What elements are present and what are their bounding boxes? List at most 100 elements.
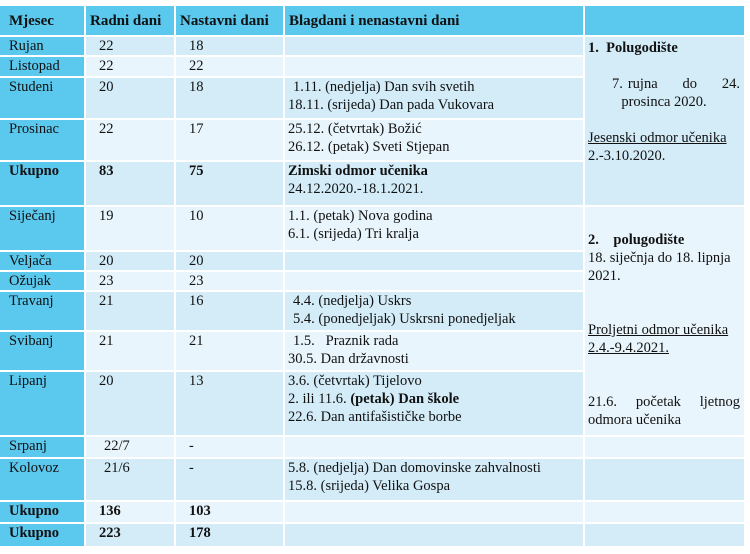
- work-days-cell: 20: [86, 252, 174, 270]
- note-line: (petak) Dan škole: [350, 391, 460, 407]
- teaching-days-cell: -: [176, 459, 283, 500]
- table-row: Kolovoz 21/6-5.8. (nedjelja) Dan domovins…: [0, 459, 744, 500]
- header-teaching-days: Nastavni dani: [176, 6, 283, 35]
- month-cell: Ukupno: [0, 502, 84, 522]
- work-days-cell: 23: [86, 272, 174, 290]
- work-days-cell: 22: [86, 120, 174, 160]
- month-cell: Kolovoz: [0, 459, 84, 500]
- holidays-cell: [285, 252, 583, 270]
- table-row: Prosinac 22 17 25.12. (četvrtak) Božić 26.12…: [0, 120, 744, 160]
- header-work-days: Radni dani: [86, 6, 174, 35]
- month-cell: Rujan: [0, 37, 84, 55]
- holidays-cell: [285, 57, 583, 76]
- school-calendar-table: Mjesec Radni dani Nastavni dani Blagdani…: [0, 4, 746, 548]
- table-row: Srpanj 22/7-: [0, 437, 744, 457]
- work-days-cell: 22/7: [86, 437, 174, 457]
- table-row: Travanj 21 16 4.4. (nedjelja) Uskrs 5.4. (po…: [0, 292, 744, 330]
- work-days-cell: 20: [86, 78, 174, 118]
- holidays-cell: 4.4. (nedjelja) Uskrs 5.4. (ponedjeljak) …: [285, 292, 583, 330]
- second-semester-range: 18. siječnja do 18. lipnja 2021.: [588, 250, 731, 284]
- autumn-break-label: Jesenski odmor učenika: [588, 130, 727, 146]
- holidays-cell: 25.12. (četvrtak) Božić 26.12. (petak) Sv…: [285, 120, 583, 160]
- month-cell: Svibanj: [0, 332, 84, 370]
- table-row: Ožujak 23 23: [0, 272, 744, 290]
- table-row: Svibanj 21 21 1.5. Praznik rada 30.5. Dan dr…: [0, 332, 744, 370]
- note-line: 30.5. Dan državnosti: [288, 351, 409, 367]
- month-cell: Prosinac: [0, 120, 84, 160]
- month-cell: Siječanj: [0, 207, 84, 250]
- work-days-cell: 22: [86, 57, 174, 76]
- side-empty-cell: [585, 502, 744, 522]
- teaching-days-cell: 18: [176, 78, 283, 118]
- header-holidays: Blagdani i nenastavni dani: [285, 6, 583, 35]
- spring-break-dates: 2.4.-9.4.2021.: [588, 340, 669, 356]
- holidays-cell: [285, 272, 583, 290]
- note-line: 5.4. (ponedjeljak) Uskrsni ponedjeljak: [293, 311, 516, 327]
- table-row: Ukupno 83 75 Zimski odmor učenika 24.12.2020…: [0, 162, 744, 205]
- note-line: 3.6. (četvrtak) Tijelovo: [288, 373, 422, 389]
- work-days-cell: 223: [86, 524, 174, 546]
- note-line: 1.11. (nedjelja) Dan svih svetih: [293, 79, 475, 95]
- month-cell: Srpanj: [0, 437, 84, 457]
- holidays-cell: 5.8. (nedjelja) Dan domovinske zahvalnos…: [285, 459, 583, 500]
- note-line: 15.8. (srijeda) Velika Gospa: [288, 478, 451, 494]
- teaching-days-cell: 10: [176, 207, 283, 250]
- holidays-cell: [285, 524, 583, 546]
- work-days-cell: 83: [86, 162, 174, 205]
- note-line: 22.6. Dan antifašističke borbe: [288, 409, 462, 425]
- teaching-days-cell: 178: [176, 524, 283, 546]
- work-days-cell: 22: [86, 37, 174, 55]
- first-semester-cell: 1. Polugodište 7. rujna do 24. prosinca …: [585, 37, 744, 205]
- teaching-days-cell: 13: [176, 372, 283, 435]
- month-cell: Travanj: [0, 292, 84, 330]
- table-row: Siječanj 19 10 1.1. (petak) Nova godina 6.1.…: [0, 207, 744, 435]
- month-cell: Veljača: [0, 252, 84, 270]
- autumn-break-dates: 2.-3.10.2020.: [588, 148, 666, 164]
- table-row: Ukupno 136 103: [0, 502, 744, 522]
- note-line: 26.12. (petak) Sveti Stjepan: [288, 139, 450, 155]
- second-semester-title: 2. polugodište: [588, 232, 685, 248]
- note-line: 2. ili 11.6.: [288, 391, 351, 407]
- teaching-days-cell: -: [176, 437, 283, 457]
- note-line: 4.4. (nedjelja) Uskrs: [293, 293, 412, 309]
- note-line: Zimski odmor učenika: [288, 163, 428, 179]
- month-cell: Ukupno: [0, 162, 84, 205]
- note-line: 25.12. (četvrtak) Božić: [288, 121, 422, 137]
- header-month: Mjesec: [0, 6, 84, 35]
- first-semester-range: 7. rujna do 24.: [612, 76, 740, 92]
- side-empty-cell: [585, 524, 744, 546]
- teaching-days-cell: 17: [176, 120, 283, 160]
- work-days-cell: 136: [86, 502, 174, 522]
- work-days-cell: 21: [86, 292, 174, 330]
- note-line: 6.1. (srijeda) Tri kralja: [288, 226, 419, 242]
- table-row: Ukupno 223 178: [0, 524, 744, 546]
- month-cell: Listopad: [0, 57, 84, 76]
- holidays-cell: [285, 437, 583, 457]
- month-cell: Studeni: [0, 78, 84, 118]
- note-line: 24.12.2020.-18.1.2021.: [288, 181, 424, 197]
- teaching-days-cell: 22: [176, 57, 283, 76]
- table-row: Listopad 22 22: [0, 57, 744, 76]
- note-line: 1.5. Praznik rada: [293, 333, 399, 349]
- work-days-cell: 20: [86, 372, 174, 435]
- first-semester-title: 1. Polugodište: [588, 40, 678, 56]
- teaching-days-cell: 103: [176, 502, 283, 522]
- table-row: Veljača 20 20: [0, 252, 744, 270]
- month-cell: Lipanj: [0, 372, 84, 435]
- table-row: Rujan 22 18 1. Polugodište 7. rujna do 24.…: [0, 37, 744, 205]
- work-days-cell: 19: [86, 207, 174, 250]
- spring-break-label: Proljetni odmor učenika: [588, 322, 729, 338]
- second-semester-cell: 2. polugodište 18. siječnja do 18. lipnj…: [585, 207, 744, 435]
- note-line: 18.11. (srijeda) Dan pada Vukovara: [288, 97, 495, 113]
- holidays-cell: 1.5. Praznik rada 30.5. Dan državnosti: [285, 332, 583, 370]
- holidays-cell: Zimski odmor učenika 24.12.2020.-18.1.202…: [285, 162, 583, 205]
- teaching-days-cell: 75: [176, 162, 283, 205]
- teaching-days-cell: 18: [176, 37, 283, 55]
- note-line: 5.8. (nedjelja) Dan domovinske zahvalnos…: [288, 460, 541, 476]
- holidays-cell: 3.6. (četvrtak) Tijelovo 2. ili 11.6. (pe…: [285, 372, 583, 435]
- side-empty-cell: [585, 437, 744, 457]
- table-row: Studeni 20 18 1.11. (nedjelja) Dan svih sve…: [0, 78, 744, 118]
- month-cell: Ožujak: [0, 272, 84, 290]
- work-days-cell: 21/6: [86, 459, 174, 500]
- holidays-cell: 1.11. (nedjelja) Dan svih svetih 18.11. (…: [285, 78, 583, 118]
